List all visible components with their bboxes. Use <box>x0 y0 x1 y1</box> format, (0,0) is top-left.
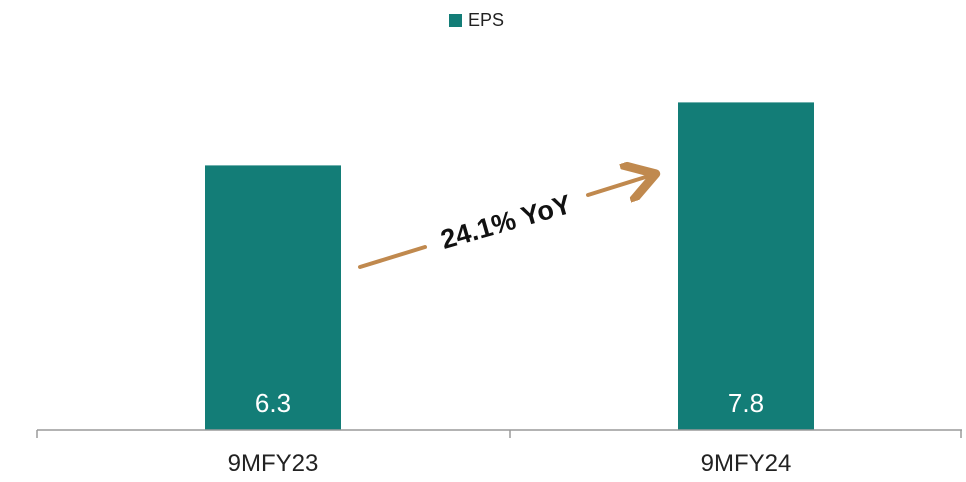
yoy-arrow-segment-1 <box>358 245 427 269</box>
bar-9MFY23 <box>205 165 341 430</box>
legend-swatch <box>449 14 462 27</box>
legend-label: EPS <box>468 10 504 30</box>
bars-layer: 6.3 7.8 <box>205 102 814 431</box>
bar-9MFY24 <box>678 102 814 431</box>
yoy-annotation: 24.1% YoY <box>358 175 652 269</box>
bar-value-label: 6.3 <box>255 388 291 418</box>
yoy-arrow-segment-2 <box>586 175 652 195</box>
legend: EPS <box>449 10 504 30</box>
x-tick-labels: 9MFY23 9MFY24 <box>228 450 792 477</box>
x-tick-label: 9MFY24 <box>701 450 792 477</box>
x-axis <box>36 429 962 438</box>
x-tick-label: 9MFY23 <box>228 450 319 477</box>
bar-value-label: 7.8 <box>728 388 764 418</box>
yoy-annotation-label: 24.1% YoY <box>437 189 574 255</box>
